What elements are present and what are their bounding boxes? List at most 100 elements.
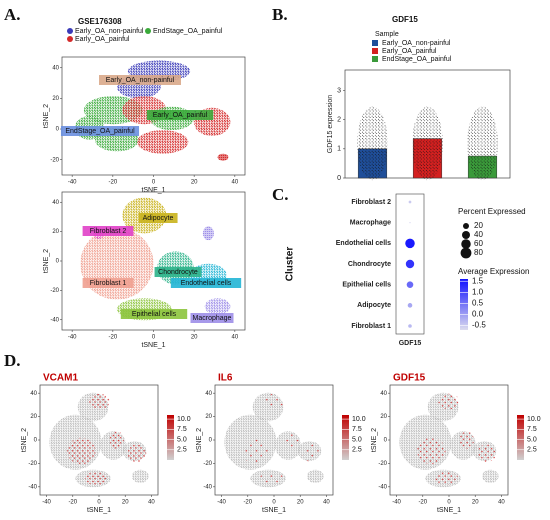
colorbar — [167, 415, 174, 460]
cell-cloud — [88, 393, 110, 410]
colorbar-label: -0.5 — [472, 321, 486, 330]
colorbar-label: 5.0 — [177, 436, 187, 443]
cluster-label-box — [170, 278, 242, 288]
legend-label: Early_OA_painful — [75, 36, 130, 43]
y-tick-label: -40 — [203, 484, 212, 490]
x-tick-label: 20 — [191, 180, 198, 186]
y-axis-title: tSNE_2 — [196, 428, 203, 452]
x-tick-label: 40 — [148, 500, 155, 506]
colorbar-label: 0.5 — [472, 299, 484, 308]
jitter-cloud — [412, 106, 443, 181]
colorbar-label: 1.5 — [472, 276, 484, 285]
cluster-label: Fibroblast 1 — [90, 280, 127, 287]
colorbar — [517, 415, 524, 460]
cluster-label: Early_OA_non-painful — [106, 77, 175, 84]
cell-cloud — [417, 437, 446, 465]
y-tick-label: 20 — [205, 414, 212, 420]
legend-label: 20 — [474, 221, 483, 230]
colorbar-label: 2.5 — [352, 447, 362, 454]
x-tick-label: -20 — [243, 500, 252, 506]
x-tick-label: 0 — [152, 180, 156, 186]
x-tick-label: -40 — [217, 500, 226, 506]
y-tick-label: Fibroblast 1 — [351, 323, 391, 330]
colorbar — [342, 415, 349, 460]
y-tick-label: -40 — [50, 317, 59, 323]
cell-cloud — [263, 393, 285, 410]
y-tick-label: Fibroblast 2 — [351, 199, 391, 206]
cluster-label-box — [99, 75, 181, 85]
jitter-cloud — [357, 106, 388, 181]
legend-label: 40 — [474, 230, 483, 239]
y-tick-label: 40 — [30, 391, 37, 397]
y-tick-label: -20 — [28, 461, 37, 467]
cell-cloud — [204, 298, 231, 315]
y-tick-label: -20 — [50, 288, 59, 294]
plot-frame — [395, 193, 425, 335]
cluster-label: Macrophage — [193, 315, 232, 322]
panel-label: C. — [272, 185, 289, 204]
legend-title: Sample — [375, 31, 399, 38]
cell-cloud — [67, 437, 96, 465]
legend-swatch — [372, 40, 378, 46]
x-tick-label: -20 — [68, 500, 77, 506]
chart-title: GSE176308 — [78, 17, 122, 26]
x-tick-label: -20 — [108, 180, 117, 186]
panel-label: A. — [4, 5, 21, 24]
y-tick-label: 0 — [56, 259, 60, 265]
x-tick-label: -40 — [68, 180, 77, 186]
x-tick-label: 40 — [231, 180, 238, 186]
x-tick-label: -40 — [42, 500, 51, 506]
legend-swatch — [372, 56, 378, 62]
y-tick-label: 0 — [56, 127, 60, 133]
y-tick-label: Adipocyte — [357, 302, 391, 309]
x-tick-label: 20 — [472, 500, 479, 506]
y-tick-label: 0 — [209, 438, 213, 444]
y-tick-label: 20 — [30, 414, 37, 420]
gene-title: IL6 — [218, 373, 233, 384]
legend-label: EndStage_OA_painful — [382, 56, 452, 63]
x-tick-label: 20 — [297, 500, 304, 506]
cluster-label-box — [82, 278, 134, 288]
legend-swatch — [145, 28, 151, 34]
colorbar-label: 7.5 — [177, 426, 187, 433]
cell-cloud — [438, 393, 460, 410]
y-tick-label: 0 — [34, 438, 38, 444]
x-axis-title: tSNE_1 — [141, 187, 165, 194]
cluster-label-box — [146, 110, 214, 120]
x-axis-title: tSNE_1 — [141, 342, 165, 349]
x-tick-label: 0 — [447, 500, 451, 506]
y-tick-label: 40 — [205, 391, 212, 397]
legend-label: EndStage_OA_painful — [153, 28, 223, 35]
size-key — [463, 223, 469, 229]
legend-swatch — [67, 28, 73, 34]
y-axis-title: tSNE_2 — [371, 428, 378, 452]
cell-cloud — [109, 431, 124, 449]
colorbar-label: 10.0 — [352, 416, 366, 423]
x-tick-label: 0 — [97, 500, 101, 506]
x-axis-title: tSNE_1 — [87, 507, 111, 514]
legend-swatch — [372, 48, 378, 54]
dot — [406, 281, 414, 288]
cell-cloud — [434, 471, 459, 486]
size-key — [460, 247, 472, 259]
cell-cloud — [217, 153, 229, 161]
x-tick-label: -20 — [418, 500, 427, 506]
colorbar-label: 10.0 — [177, 416, 191, 423]
dot — [405, 238, 415, 249]
y-axis-title: Cluster — [285, 247, 296, 282]
gene-title: GDF15 — [393, 373, 426, 384]
y-axis-title: tSNE_2 — [43, 249, 50, 273]
colorbar-label: 5.0 — [527, 436, 537, 443]
cell-cloud — [84, 471, 109, 486]
legend-label: Early_OA_non-painful — [382, 40, 451, 47]
legend-label: 80 — [474, 248, 483, 257]
colorbar-label: 2.5 — [177, 447, 187, 454]
y-tick-label: 40 — [52, 65, 59, 71]
x-tick-label: 40 — [323, 500, 330, 506]
legend-swatch — [67, 36, 73, 42]
y-tick-label: -20 — [203, 461, 212, 467]
cell-cloud — [302, 444, 322, 463]
y-axis-title: tSNE_2 — [43, 104, 50, 128]
x-tick-label: GDF15 — [399, 340, 422, 347]
